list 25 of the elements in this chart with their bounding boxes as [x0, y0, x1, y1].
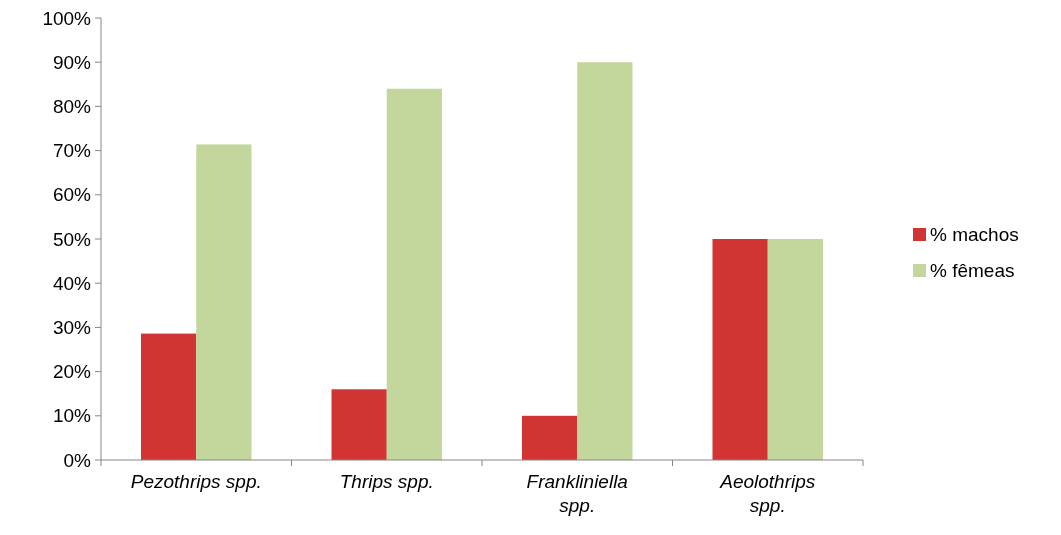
y-tick-label: 90%: [52, 51, 92, 73]
y-tick-label: 20%: [52, 361, 92, 383]
y-tick-label: 80%: [52, 96, 92, 118]
x-tick-label: Aeolothrips spp.: [719, 471, 816, 516]
bar: [767, 239, 823, 460]
bar: [522, 415, 578, 460]
y-tick-label: 100%: [42, 7, 92, 29]
x-tick-label: Pezothrips spp.: [130, 471, 262, 492]
legend-label: % machos: [930, 223, 1019, 245]
legend-label: % fêmeas: [930, 259, 1015, 281]
bar: [141, 333, 197, 460]
bar: [577, 62, 633, 460]
y-tick-label: 40%: [52, 272, 92, 294]
y-tick-label: 10%: [52, 405, 92, 427]
y-tick-label: 60%: [52, 184, 92, 206]
x-tick-label: Thrips spp.: [339, 471, 434, 492]
bar: [196, 144, 252, 460]
bar: [712, 239, 768, 460]
bar: [331, 389, 387, 460]
x-tick-label: Frankliniella spp.: [526, 471, 628, 516]
bar: [386, 88, 442, 460]
y-tick-label: 50%: [52, 228, 92, 250]
y-tick-label: 0%: [63, 449, 92, 471]
y-tick-label: 70%: [52, 140, 92, 162]
y-tick-label: 30%: [52, 317, 92, 339]
